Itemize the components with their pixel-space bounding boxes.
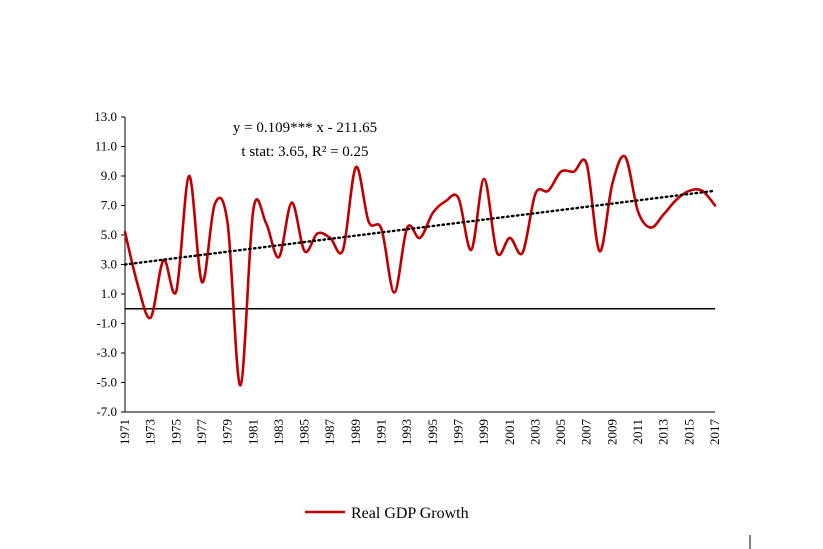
x-tick-label: 2005	[553, 419, 568, 445]
data-point	[304, 250, 306, 252]
x-tick-label: 2011	[630, 419, 645, 445]
x-tick-label: 2013	[656, 419, 671, 445]
data-point	[509, 237, 511, 239]
y-tick-label: 1.0	[101, 286, 117, 301]
data-point	[393, 292, 395, 294]
data-point	[265, 222, 267, 224]
data-point	[611, 182, 613, 184]
x-tick-label: 2007	[579, 419, 594, 446]
y-tick-label: 7.0	[101, 198, 117, 213]
data-point	[560, 171, 562, 173]
x-tick-label: 2003	[527, 419, 542, 445]
x-tick-label: 1981	[245, 419, 260, 445]
data-point	[227, 222, 229, 224]
y-tick-label: 3.0	[101, 257, 117, 272]
data-point	[688, 190, 690, 192]
data-point	[586, 163, 588, 165]
regression-equation: y = 0.109*** x - 211.65	[233, 120, 377, 136]
y-tick-label: -5.0	[96, 375, 117, 390]
y-tick-label: 5.0	[101, 227, 117, 242]
data-point	[483, 178, 485, 180]
series-line-real-gdp-growth	[123, 154, 717, 387]
y-axis: 13.0 11.0 9.0 7.0 5.0 3.0 1.0 -1.0 -3.0 -5.0 -7.0	[94, 109, 126, 419]
data-point	[137, 284, 139, 286]
data-point	[278, 256, 280, 258]
data-point	[470, 249, 472, 251]
data-point	[496, 252, 498, 254]
y-tick-label: -1.0	[96, 316, 117, 331]
x-tick-label: 1977	[194, 419, 209, 446]
x-tick-label: 1985	[297, 419, 312, 445]
data-point	[534, 193, 536, 195]
y-tick-label: 13.0	[94, 109, 117, 124]
regression-stats: t stat: 3.65, R² = 0.25	[241, 144, 368, 160]
data-point	[239, 384, 241, 386]
x-tick-label: 1999	[476, 419, 491, 445]
data-point	[188, 175, 190, 177]
data-point	[663, 213, 665, 215]
legend: Real GDP Growth	[305, 505, 469, 522]
data-point	[342, 249, 344, 251]
data-point	[201, 281, 203, 283]
data-point	[547, 190, 549, 192]
data-point	[355, 166, 357, 168]
data-point	[368, 221, 370, 223]
x-tick-label: 2015	[681, 419, 696, 445]
x-tick-label: 2017	[707, 419, 722, 446]
data-point	[316, 233, 318, 235]
data-point	[252, 209, 254, 211]
data-point	[650, 227, 652, 229]
x-tick-label: 1987	[322, 419, 337, 446]
x-tick-label: 1979	[220, 419, 235, 445]
x-tick-label: 1993	[399, 419, 414, 445]
x-tick-label: 2009	[604, 419, 619, 445]
x-tick-label: 1991	[374, 419, 389, 445]
y-tick-label: 9.0	[101, 168, 117, 183]
data-point	[291, 202, 293, 204]
data-point	[214, 203, 216, 205]
data-point	[150, 317, 152, 319]
x-tick-label: 1975	[168, 419, 183, 445]
x-tick-label: 1989	[348, 419, 363, 445]
x-tick-label: 1997	[450, 419, 465, 446]
x-tick-label: 1973	[143, 419, 158, 445]
y-tick-label: -3.0	[96, 345, 117, 360]
data-point	[381, 228, 383, 230]
data-point	[637, 210, 639, 212]
data-point	[522, 252, 524, 254]
x-tick-label: 2001	[502, 419, 517, 445]
plot-area	[123, 154, 717, 387]
x-tick-label: 1983	[271, 419, 286, 445]
data-point	[599, 250, 601, 252]
y-tick-label: -7.0	[96, 404, 117, 419]
data-point	[714, 205, 716, 207]
data-point	[676, 199, 678, 201]
x-tick-label: 1971	[117, 419, 132, 445]
x-tick-label: 1995	[425, 419, 440, 445]
data-point	[124, 231, 126, 233]
y-tick-label: 11.0	[95, 139, 117, 154]
data-point	[458, 197, 460, 199]
data-point	[445, 200, 447, 202]
legend-label-real-gdp-growth: Real GDP Growth	[351, 505, 469, 522]
data-point	[419, 237, 421, 239]
data-point	[432, 212, 434, 214]
trend-line	[123, 189, 717, 266]
data-point	[573, 171, 575, 173]
data-point	[624, 156, 626, 158]
data-point	[175, 290, 177, 292]
x-axis: 1971 1973 1975 1977 1979 1981 1983 1985 1987 1989…	[117, 411, 722, 446]
